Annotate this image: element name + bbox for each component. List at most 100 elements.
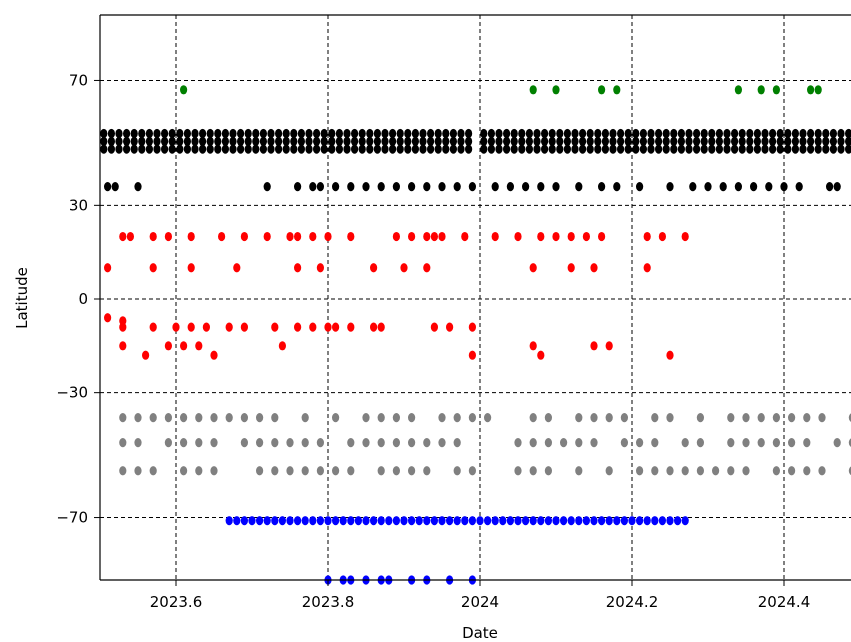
data-point	[282, 136, 290, 146]
data-point	[324, 516, 332, 526]
data-point	[700, 144, 708, 154]
data-point	[324, 322, 332, 332]
data-point	[138, 128, 146, 139]
data-point	[514, 438, 522, 448]
data-point	[351, 144, 359, 154]
data-point	[100, 128, 108, 139]
data-point	[791, 136, 800, 146]
data-point	[639, 128, 648, 139]
data-point	[180, 466, 188, 476]
data-point	[339, 516, 347, 526]
data-point	[552, 182, 560, 192]
x-tick-label: 2024.2	[606, 593, 659, 611]
data-point	[453, 466, 461, 476]
data-point	[263, 231, 271, 242]
data-point	[320, 136, 328, 146]
data-point	[366, 144, 374, 154]
data-point	[164, 341, 172, 351]
data-point	[799, 144, 807, 154]
data-point	[575, 516, 583, 526]
data-point	[335, 136, 343, 146]
data-point	[776, 144, 784, 154]
data-point	[605, 466, 613, 476]
data-point	[514, 466, 522, 476]
data-point	[814, 128, 822, 139]
data-point	[506, 516, 514, 526]
data-point	[430, 231, 438, 242]
data-point	[468, 516, 476, 526]
data-point	[514, 516, 522, 526]
data-point	[358, 136, 366, 146]
data-point	[392, 231, 400, 242]
data-point	[123, 128, 131, 139]
data-point	[499, 516, 507, 526]
data-point	[408, 413, 416, 423]
data-point	[693, 136, 701, 146]
data-point	[164, 438, 172, 448]
data-point	[434, 136, 442, 146]
data-point	[195, 413, 203, 423]
data-point	[848, 413, 851, 422]
data-point	[522, 182, 530, 192]
data-point	[594, 144, 602, 154]
data-point	[408, 516, 416, 526]
data-point	[533, 136, 541, 146]
data-point	[316, 466, 324, 476]
data-point	[187, 263, 195, 273]
data-point	[788, 413, 796, 423]
data-point	[567, 516, 575, 526]
data-point	[529, 85, 537, 95]
data-point	[153, 128, 161, 139]
data-point	[256, 466, 264, 476]
data-point	[354, 516, 362, 526]
data-point	[753, 128, 762, 139]
data-point	[601, 136, 610, 146]
data-point	[617, 128, 625, 139]
data-point	[632, 136, 640, 146]
data-point	[126, 231, 134, 242]
data-point	[548, 128, 556, 139]
data-point	[373, 128, 381, 139]
data-point	[210, 350, 218, 360]
data-point	[149, 466, 157, 476]
data-point	[848, 466, 851, 475]
data-point	[761, 136, 769, 146]
data-point	[655, 136, 663, 146]
data-point	[130, 136, 138, 146]
data-point	[548, 136, 556, 146]
data-point	[617, 144, 625, 154]
data-point	[240, 516, 248, 526]
data-point	[187, 231, 195, 242]
data-point	[605, 413, 613, 423]
data-point	[655, 144, 663, 154]
data-point	[332, 322, 340, 332]
data-point	[704, 182, 712, 192]
data-point	[465, 128, 473, 139]
data-point	[142, 350, 150, 360]
data-point	[643, 516, 651, 526]
data-point	[233, 263, 241, 273]
data-point	[107, 144, 115, 154]
data-point	[183, 128, 191, 139]
data-point	[772, 438, 781, 448]
data-point	[225, 413, 233, 423]
data-point	[696, 438, 705, 448]
data-point	[727, 438, 735, 448]
data-point	[503, 128, 511, 139]
data-point	[731, 136, 739, 146]
data-point	[586, 144, 594, 154]
data-point	[814, 144, 822, 154]
data-point	[419, 144, 427, 154]
data-point	[385, 516, 393, 526]
data-point	[685, 136, 693, 146]
data-point	[145, 136, 153, 146]
data-point	[598, 231, 606, 242]
data-point	[104, 182, 112, 192]
data-point	[715, 144, 724, 154]
data-point	[529, 341, 537, 351]
data-point	[362, 516, 370, 526]
data-point	[715, 128, 724, 139]
data-point	[468, 182, 476, 192]
data-point	[206, 144, 214, 154]
data-point	[772, 413, 781, 423]
